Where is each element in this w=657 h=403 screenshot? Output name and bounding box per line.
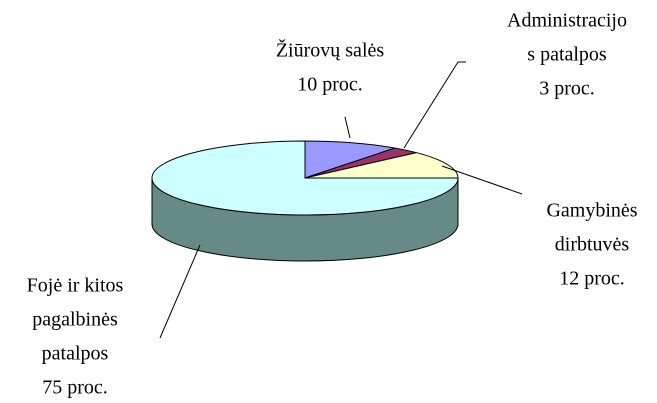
value-label: 3 proc.: [539, 78, 595, 100]
slice-label: Fojė ir kitos pagalbinės patalpos 75 proc.: [27, 275, 124, 399]
slice-label: Gamybinės dirbtuvės 12 proc.: [546, 200, 637, 290]
pie-slice: [304, 140, 396, 179]
slice-label-line: dirbtuvės: [555, 234, 630, 256]
slice-label-line: s patalpos: [527, 44, 607, 66]
value-label: 75 proc.: [42, 377, 108, 399]
leader-line: [403, 61, 466, 149]
pie-slice: [304, 152, 459, 179]
slice-label-line: Fojė ir kitos: [27, 275, 124, 297]
slice-label-line: Žiūrovų salės: [276, 39, 385, 62]
value-label: 10 proc.: [297, 74, 363, 96]
pie: [151, 140, 459, 262]
pie-slice: [151, 140, 459, 216]
leader-line: [441, 165, 523, 195]
slice-label: Administracijo s patalpos 3 proc.: [507, 10, 627, 100]
value-label: 12 proc.: [559, 268, 625, 290]
slice-label-line: patalpos: [42, 343, 109, 365]
slice-label: Žiūrovų salės 10 proc.: [276, 39, 385, 96]
leader-line: [344, 116, 351, 139]
slice-label-line: Gamybinės: [546, 200, 637, 222]
slice-label-line: Administracijo: [507, 10, 627, 32]
slice-label-line: pagalbinės: [32, 309, 118, 331]
leader-line: [159, 244, 201, 339]
